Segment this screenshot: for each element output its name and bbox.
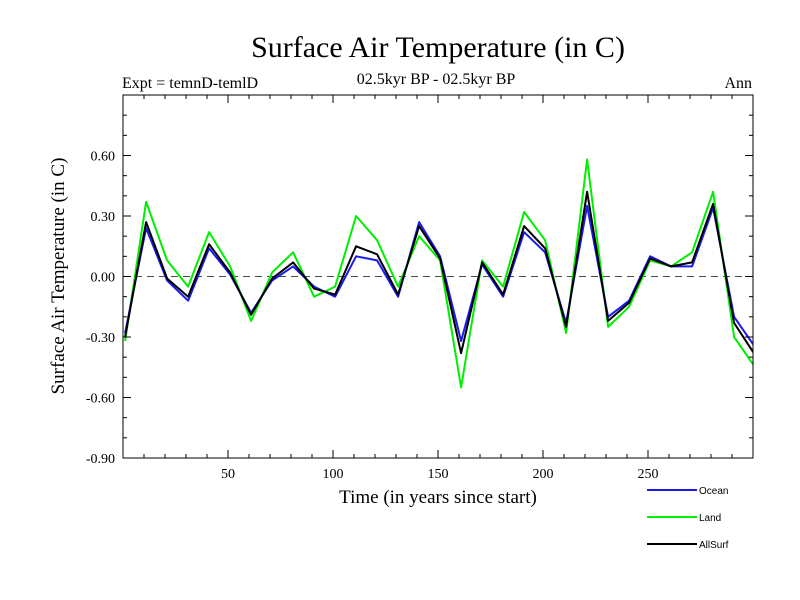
x-tick-label: 100 (323, 467, 344, 482)
series-group (124, 158, 753, 389)
y-tick-label: -0.30 (86, 331, 115, 346)
x-tick-label: 150 (428, 467, 449, 482)
x-axis: 50 100 150 200 250 (143, 95, 733, 482)
x-tick-label: 250 (638, 467, 659, 482)
y-axis: -0.90 -0.60 -0.30 0.00 0.30 0.60 (86, 114, 753, 467)
y-tick-label: -0.60 (86, 392, 115, 407)
legend-label-land: Land (699, 513, 721, 524)
x-tick-label: 50 (221, 467, 235, 482)
legend-label-allsurf: AllSurf (699, 540, 729, 551)
chart-right-note: Ann (724, 75, 752, 92)
legend-label-ocean: Ocean (699, 486, 728, 497)
y-axis-label: Surface Air Temperature (in C) (48, 158, 69, 395)
chart-title: Surface Air Temperature (in C) (251, 31, 625, 64)
legend: Ocean Land AllSurf (647, 486, 729, 551)
y-tick-label: 0.60 (91, 150, 116, 165)
chart-subtitle: 02.5kyr BP - 02.5kyr BP (357, 71, 516, 88)
x-tick-label: 200 (533, 467, 554, 482)
series-line-land (124, 158, 753, 389)
y-tick-label: -0.90 (86, 452, 115, 467)
series-line-allsurf (124, 190, 753, 355)
y-tick-label: 0.30 (91, 210, 116, 225)
chart-left-note: Expt = temnD-temlD (122, 75, 258, 92)
y-tick-label: 0.00 (91, 271, 116, 286)
x-axis-label: Time (in years since start) (339, 487, 537, 508)
